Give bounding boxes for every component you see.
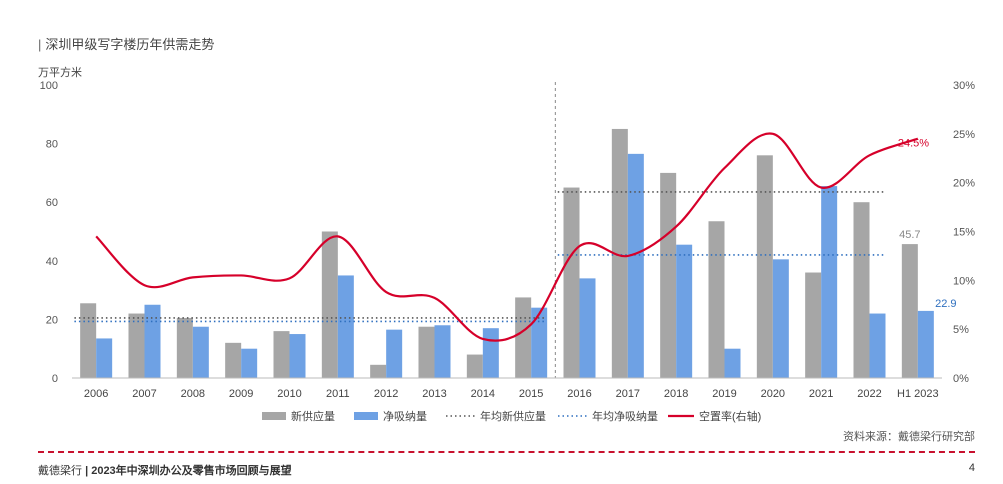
source-note: 资料来源：戴德梁行研究部 [843, 431, 975, 443]
right-tick-6: 30% [953, 80, 975, 92]
title-marker: | [38, 37, 42, 52]
x-tick-2020: 2020 [761, 388, 785, 400]
x-tick-2009: 2009 [229, 388, 253, 400]
right-axis: 0% 5% 10% 15% 20% 25% 30% [953, 80, 975, 385]
bar-supply-2014 [466, 354, 483, 378]
bar-absorption-H1-2023 [917, 310, 934, 378]
x-tick-2022: 2022 [857, 388, 881, 400]
chart-title: | 深圳甲级写字楼历年供需走势 [38, 34, 214, 53]
bar-supply-2010 [273, 331, 290, 378]
x-tick-2006: 2006 [84, 388, 108, 400]
x-tick-2021: 2021 [809, 388, 833, 400]
legend-item-1-label: 新供应量 [291, 409, 335, 423]
bar-supply-2012 [370, 364, 387, 378]
bar-supply-H1-2023 [901, 244, 918, 378]
bar-supply-2011 [321, 231, 338, 378]
legend-item-4-label: 年均净吸纳量 [592, 409, 658, 423]
vacancy-line-group [95, 132, 919, 342]
bar-supply-2016 [563, 187, 580, 378]
data-labels-group: 45.7 22.9 24.5% [898, 138, 957, 310]
footer-divider [38, 451, 975, 453]
left-tick-40: 40 [46, 256, 58, 268]
bar-supply-2019 [708, 221, 725, 378]
bar-absorption-2019 [724, 348, 741, 378]
bar-supply-2017 [611, 128, 628, 378]
bar-absorption-2006 [96, 338, 113, 378]
y-axis-unit: 万平方米 [38, 67, 82, 79]
x-tick-2012: 2012 [374, 388, 398, 400]
x-tick-2018: 2018 [664, 388, 688, 400]
x-tick-2016: 2016 [567, 388, 591, 400]
x-axis: 2006 2007 2008 2009 2010 2011 2012 2013 2014 2015… [72, 377, 942, 400]
bar-absorption-2012 [386, 329, 403, 378]
legend-item-1-swatch [262, 412, 286, 420]
bar-supply-2015 [515, 297, 532, 378]
bar-absorption-2009 [241, 348, 258, 378]
label-absorption-h1-2023: 22.9 [935, 298, 956, 310]
bar-supply-2006 [80, 303, 97, 378]
right-tick-5: 25% [953, 129, 975, 141]
bar-absorption-2008 [192, 326, 209, 378]
x-tick-2011: 2011 [326, 388, 350, 400]
right-tick-4: 20% [953, 178, 975, 190]
x-tick-2019: 2019 [712, 388, 736, 400]
chart-title-text: 深圳甲级写字楼历年供需走势 [45, 37, 215, 52]
footer-report-title: 2023年中深圳办公及零售市场回顾与展望 [91, 465, 292, 477]
left-tick-20: 20 [46, 314, 58, 326]
bar-supply-2009 [225, 342, 242, 378]
x-tick-2010: 2010 [277, 388, 301, 400]
footer-separator: | [85, 465, 89, 477]
bar-supply-2007 [128, 313, 145, 378]
footer-left: 戴德梁行 | 2023年中深圳办公及零售市场回顾与展望 [38, 462, 292, 478]
x-tick-2008: 2008 [181, 388, 205, 400]
bar-absorption-2015 [531, 307, 548, 378]
bar-absorption-2013 [434, 325, 451, 378]
x-tick-2013: 2013 [422, 388, 446, 400]
x-tick-2007: 2007 [132, 388, 156, 400]
label-vacancy-h1-2023: 24.5% [898, 138, 929, 150]
vacancy-rate-line [95, 132, 919, 342]
x-tick-H1-2023: H1 2023 [897, 388, 939, 400]
left-tick-80: 80 [46, 139, 58, 151]
label-supply-h1-2023: 45.7 [899, 229, 920, 241]
left-tick-0: 0 [52, 373, 58, 385]
legend-item-2-label: 净吸纳量 [383, 409, 427, 423]
right-tick-1: 5% [953, 324, 969, 336]
bar-absorption-2017 [627, 153, 644, 378]
page-number: 4 [968, 462, 975, 474]
bar-absorption-2021 [821, 186, 838, 378]
bar-absorption-2018 [676, 244, 693, 378]
legend-item-3-label: 年均新供应量 [480, 409, 546, 423]
x-tick-2014: 2014 [471, 388, 495, 400]
average-lines-group [74, 82, 884, 378]
bar-absorption-2007 [144, 304, 161, 378]
bar-supply-2018 [660, 172, 677, 378]
left-tick-60: 60 [46, 197, 58, 209]
x-tick-2017: 2017 [616, 388, 640, 400]
footer-brand: 戴德梁行 [38, 465, 82, 477]
bar-supply-2013 [418, 326, 435, 378]
x-tick-2015: 2015 [519, 388, 543, 400]
bar-supply-2022 [853, 202, 870, 378]
bar-supply-2021 [805, 272, 822, 378]
legend-item-5-label: 空置率(右轴) [699, 409, 761, 423]
right-tick-2: 10% [953, 275, 975, 287]
bars-group [80, 128, 934, 378]
bar-absorption-2020 [772, 259, 789, 378]
legend-item-2-swatch [354, 412, 378, 420]
bar-absorption-2014 [482, 328, 499, 378]
bar-absorption-2011 [337, 275, 354, 378]
legend: 新供应量 净吸纳量 年均新供应量 年均净吸纳量 空置率(右轴) [262, 409, 761, 423]
right-tick-3: 15% [953, 227, 975, 239]
bar-supply-2020 [756, 155, 773, 378]
bar-absorption-2010 [289, 334, 306, 378]
bar-absorption-2016 [579, 278, 596, 378]
bar-supply-2008 [176, 317, 193, 378]
bar-absorption-2022 [869, 313, 886, 378]
right-tick-0: 0% [953, 373, 969, 385]
left-tick-100: 100 [40, 80, 58, 92]
left-axis: 0 20 40 60 80 100 [40, 80, 58, 385]
